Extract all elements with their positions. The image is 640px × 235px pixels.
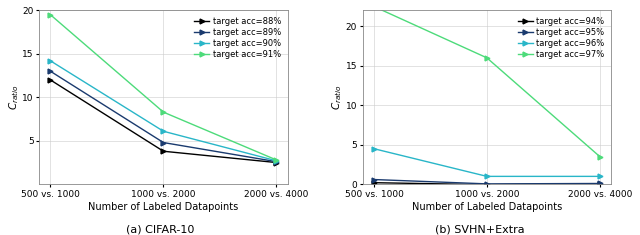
target acc=95% <box>370 178 378 181</box>
target acc=91% <box>47 13 54 16</box>
Y-axis label: $C_{ratio}$: $C_{ratio}$ <box>7 85 20 110</box>
Legend: target acc=88%, target acc=89%, target acc=90%, target acc=91%: target acc=88%, target acc=89%, target a… <box>192 15 284 62</box>
target acc=88% <box>47 78 54 81</box>
Line: target acc=95%: target acc=95% <box>372 177 602 186</box>
target acc=95% <box>596 182 604 185</box>
target acc=97% <box>596 155 604 158</box>
Y-axis label: $C_{ratio}$: $C_{ratio}$ <box>330 85 344 110</box>
target acc=96% <box>370 147 378 150</box>
target acc=91% <box>159 111 167 114</box>
X-axis label: Number of Labeled Datapoints: Number of Labeled Datapoints <box>88 202 239 212</box>
target acc=97% <box>370 5 378 8</box>
target acc=89% <box>159 141 167 144</box>
target acc=90% <box>159 130 167 133</box>
target acc=97% <box>483 56 491 59</box>
target acc=89% <box>273 160 280 163</box>
target acc=95% <box>483 182 491 185</box>
Line: target acc=96%: target acc=96% <box>372 146 602 179</box>
target acc=88% <box>273 161 280 164</box>
Text: (a) CIFAR-10: (a) CIFAR-10 <box>126 225 194 235</box>
target acc=89% <box>47 70 54 73</box>
Line: target acc=90%: target acc=90% <box>48 59 279 163</box>
Text: (b) SVHN+Extra: (b) SVHN+Extra <box>435 225 525 235</box>
target acc=91% <box>273 159 280 161</box>
Line: target acc=88%: target acc=88% <box>48 78 279 165</box>
X-axis label: Number of Labeled Datapoints: Number of Labeled Datapoints <box>412 202 562 212</box>
target acc=96% <box>483 175 491 178</box>
target acc=88% <box>159 150 167 153</box>
Line: target acc=97%: target acc=97% <box>372 4 602 159</box>
Line: target acc=89%: target acc=89% <box>48 69 279 164</box>
target acc=90% <box>47 59 54 62</box>
target acc=94% <box>596 182 604 185</box>
Legend: target acc=94%, target acc=95%, target acc=96%, target acc=97%: target acc=94%, target acc=95%, target a… <box>515 15 607 62</box>
target acc=90% <box>273 159 280 162</box>
Line: target acc=91%: target acc=91% <box>48 12 279 162</box>
target acc=94% <box>370 181 378 184</box>
Line: target acc=94%: target acc=94% <box>372 180 602 187</box>
target acc=96% <box>596 175 604 178</box>
target acc=94% <box>483 183 491 186</box>
